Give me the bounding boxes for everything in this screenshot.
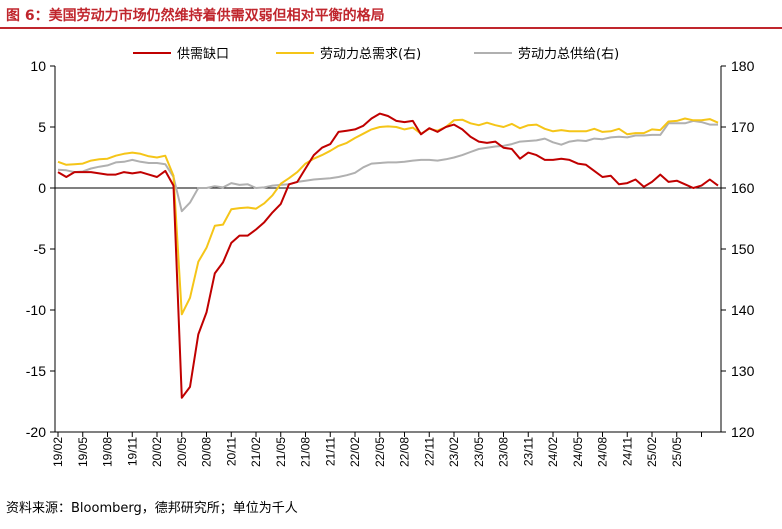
x-tick-label: 23/08 <box>497 437 511 467</box>
x-tick-label: 24/08 <box>596 437 610 467</box>
right-tick-label: 130 <box>731 363 755 379</box>
right-tick-label: 160 <box>731 180 755 196</box>
x-tick-label: 23/02 <box>447 437 461 467</box>
series-line <box>57 112 719 399</box>
left-tick-label: -5 <box>34 241 47 257</box>
series-line <box>57 117 719 316</box>
left-tick-label: 10 <box>30 58 46 74</box>
chart-title: 图 6：美国劳动力市场仍然维持着供需双弱但相对平衡的格局 <box>6 8 385 24</box>
legend: 供需缺口 劳动力总需求(右) 劳动力总供给(右) <box>133 46 619 62</box>
x-tick-label: 19/11 <box>125 437 139 466</box>
x-tick-label: 24/11 <box>620 437 634 466</box>
legend-label-gap: 供需缺口 <box>177 47 229 62</box>
x-tick-label: 22/02 <box>348 437 362 467</box>
right-tick-label: 150 <box>731 241 755 257</box>
x-tick-label: 24/02 <box>546 437 560 467</box>
series-layer <box>57 112 719 399</box>
source-note: 资料来源：Bloomberg，德邦研究所；单位为千人 <box>6 501 298 516</box>
x-tick-label: 20/05 <box>175 437 189 467</box>
left-tick-label: -15 <box>26 363 46 379</box>
title-rule <box>0 27 782 29</box>
x-tick-label: 25/05 <box>670 437 684 467</box>
line-chart: 供需缺口 劳动力总需求(右) 劳动力总供给(右) 10 5 0 -5 -10 -15 -20… <box>26 46 755 467</box>
x-tick-label: 19/08 <box>101 437 115 467</box>
right-tick-label: 140 <box>731 302 755 318</box>
axes: 10 5 0 -5 -10 -15 -20 180 170 160 150 140 130 120 19/0… <box>26 58 755 467</box>
x-tick-label: 21/05 <box>274 437 288 467</box>
legend-label-demand: 劳动力总需求(右) <box>320 46 421 62</box>
x-tick-label: 20/08 <box>200 437 214 467</box>
right-tick-label: 120 <box>731 424 755 440</box>
x-tick-label: 22/11 <box>422 437 436 466</box>
x-tick-label: 23/05 <box>472 437 486 467</box>
left-tick-label: 0 <box>38 180 46 196</box>
x-tick-label: 24/05 <box>571 437 585 467</box>
x-tick-label: 21/11 <box>323 437 337 466</box>
x-tick-label: 23/11 <box>521 437 535 466</box>
left-tick-label: -20 <box>26 424 46 440</box>
left-tick-label: -10 <box>26 302 46 318</box>
x-tick-label: 25/02 <box>645 437 659 467</box>
x-tick-label: 22/05 <box>373 437 387 467</box>
right-tick-label: 170 <box>731 119 755 135</box>
x-tick-label: 21/02 <box>249 437 263 467</box>
x-tick-label: 21/08 <box>299 437 313 467</box>
series-line <box>57 119 718 213</box>
legend-label-supply: 劳动力总供给(右) <box>518 46 619 62</box>
x-tick-label: 19/02 <box>51 437 65 467</box>
x-tick-label: 22/08 <box>398 437 412 467</box>
right-tick-label: 180 <box>731 58 755 74</box>
x-tick-label: 19/05 <box>76 437 90 467</box>
x-tick-label: 20/02 <box>150 437 164 467</box>
left-tick-label: 5 <box>38 119 46 135</box>
x-tick-label: 20/11 <box>224 437 238 466</box>
